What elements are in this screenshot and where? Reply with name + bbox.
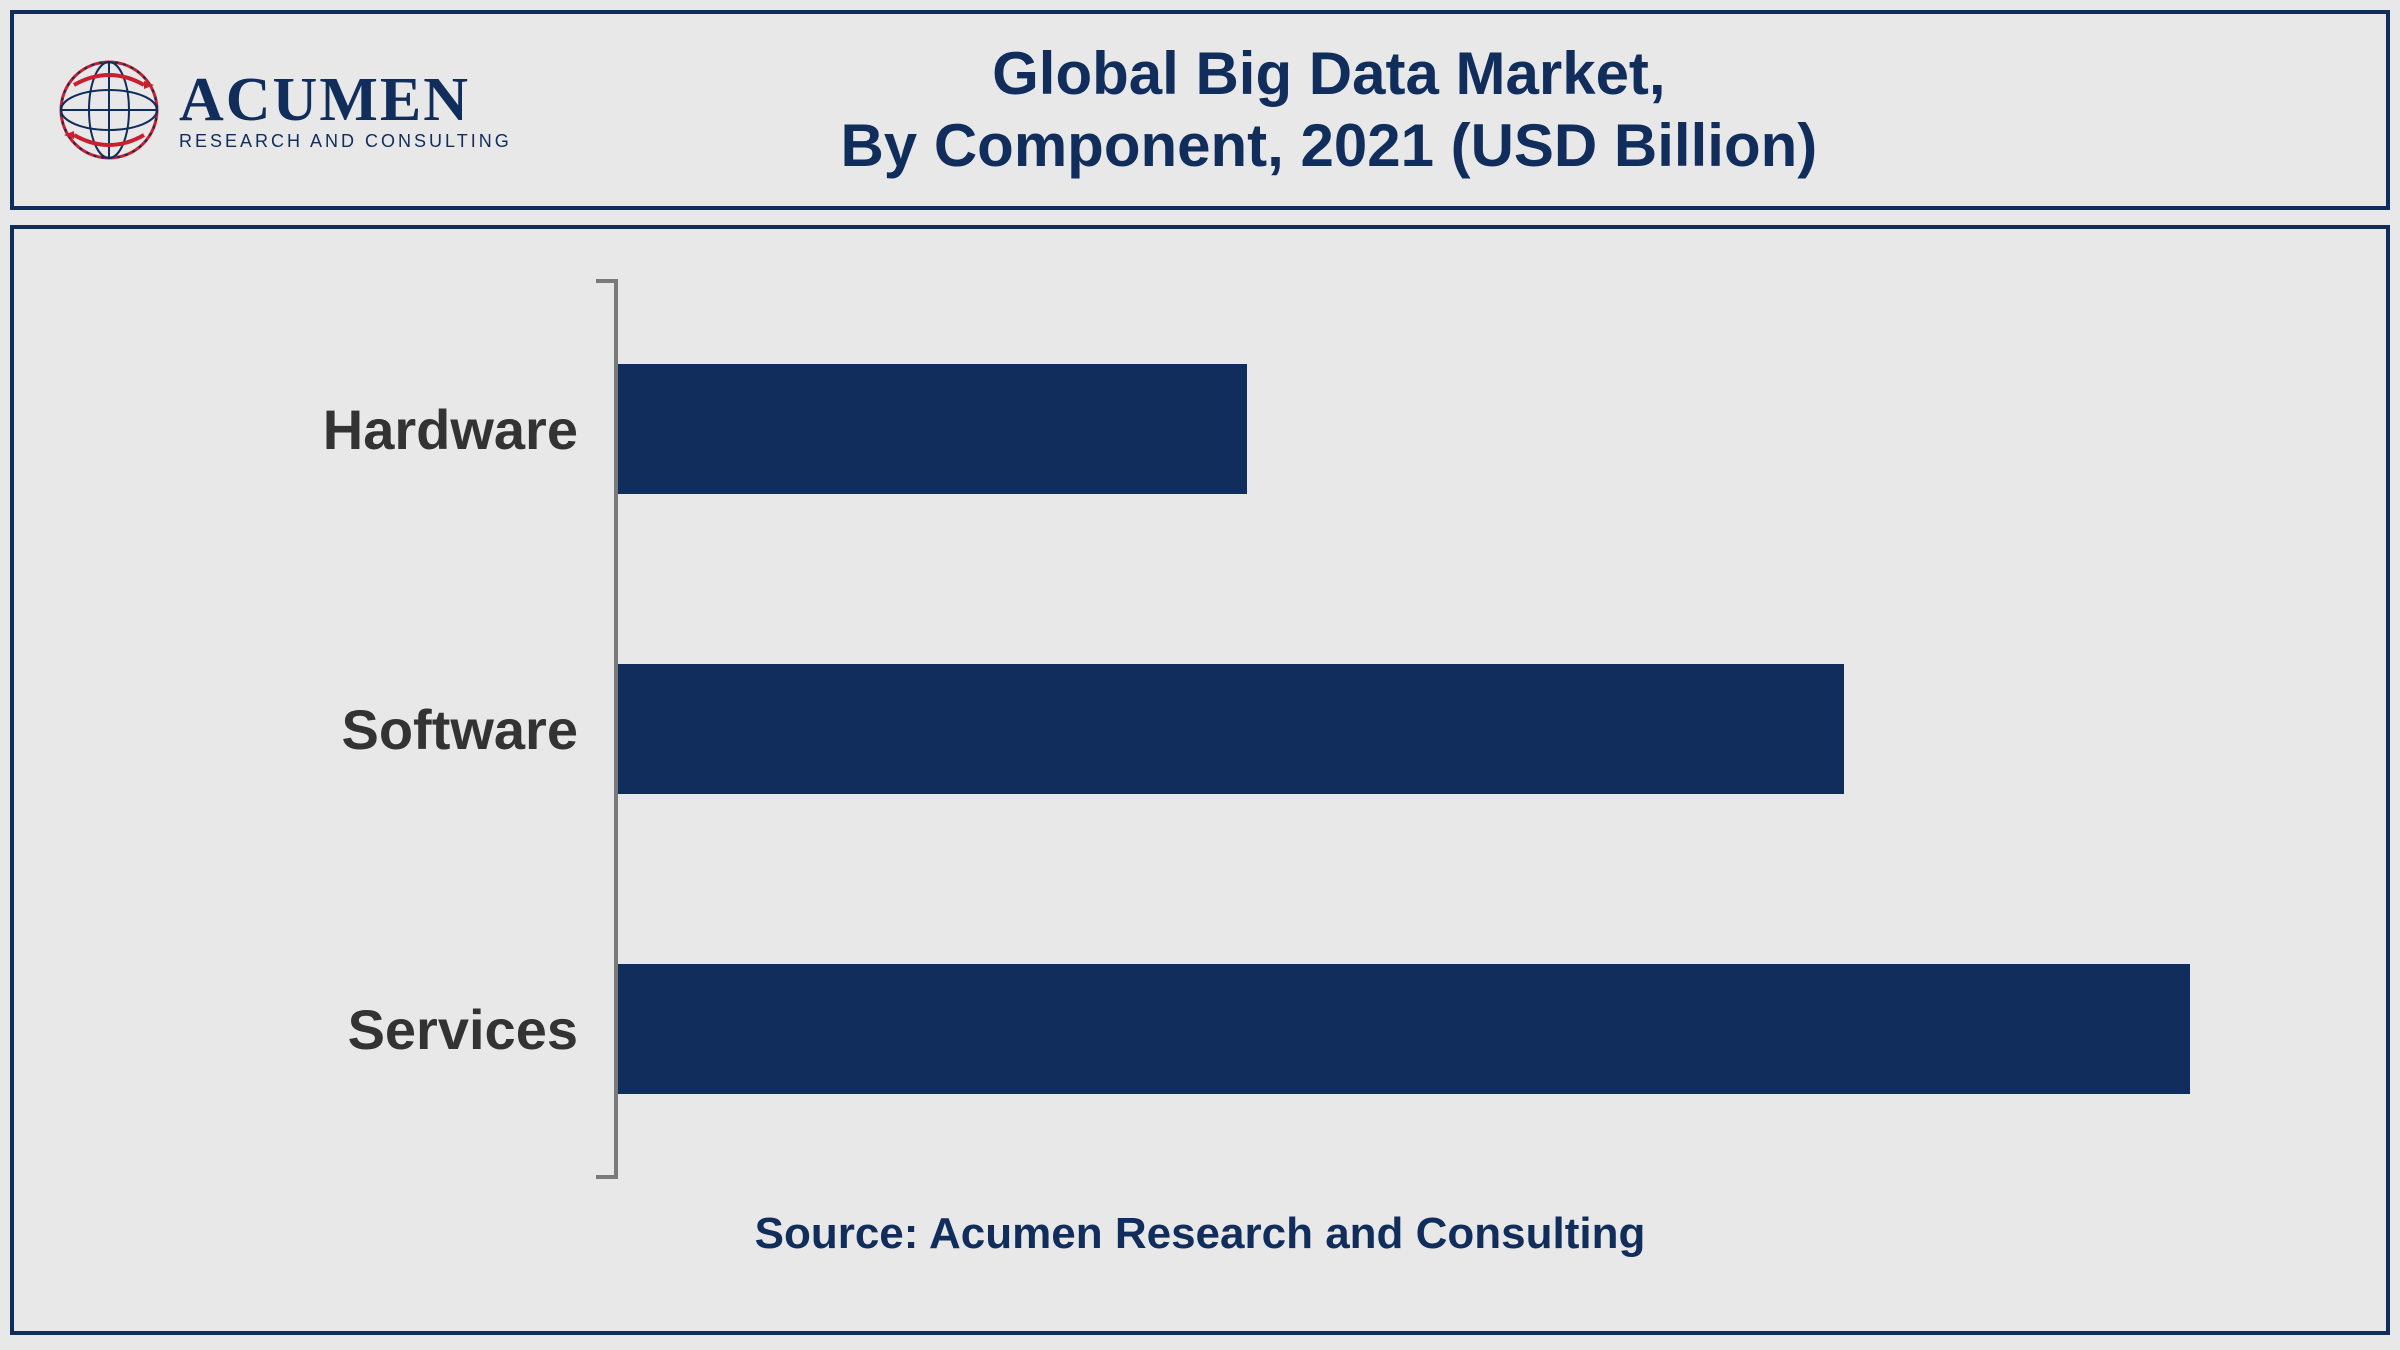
source-text: Source: Acumen Research and Consulting [114,1209,2286,1259]
title-line-1: Global Big Data Market, [992,40,1665,107]
bar [618,964,2190,1094]
bar-row: Services [618,964,2190,1094]
header-box: ACUMEN RESEARCH AND CONSULTING Global Bi… [10,10,2390,210]
bar-row: Software [618,664,2190,794]
logo-tagline: RESEARCH AND CONSULTING [179,131,512,152]
y-axis-tick-bottom [596,1175,614,1179]
title-container: Global Big Data Market, By Component, 20… [512,38,2346,182]
bar-row: Hardware [618,364,2190,494]
bar [618,364,1247,494]
chart-area: HardwareSoftwareServices [614,279,2186,1179]
title-line-2: By Component, 2021 (USD Billion) [840,112,1817,179]
logo-name: ACUMEN [179,69,512,131]
logo-text: ACUMEN RESEARCH AND CONSULTING [179,69,512,152]
bar-label: Hardware [323,397,578,462]
logo: ACUMEN RESEARCH AND CONSULTING [54,55,512,165]
bar-label: Services [348,997,578,1062]
chart-box: HardwareSoftwareServices Source: Acumen … [10,225,2390,1335]
bar [618,664,1844,794]
bar-label: Software [342,697,579,762]
globe-icon [54,55,164,165]
y-axis-tick-top [596,279,614,283]
chart-title: Global Big Data Market, By Component, 20… [512,38,2146,182]
